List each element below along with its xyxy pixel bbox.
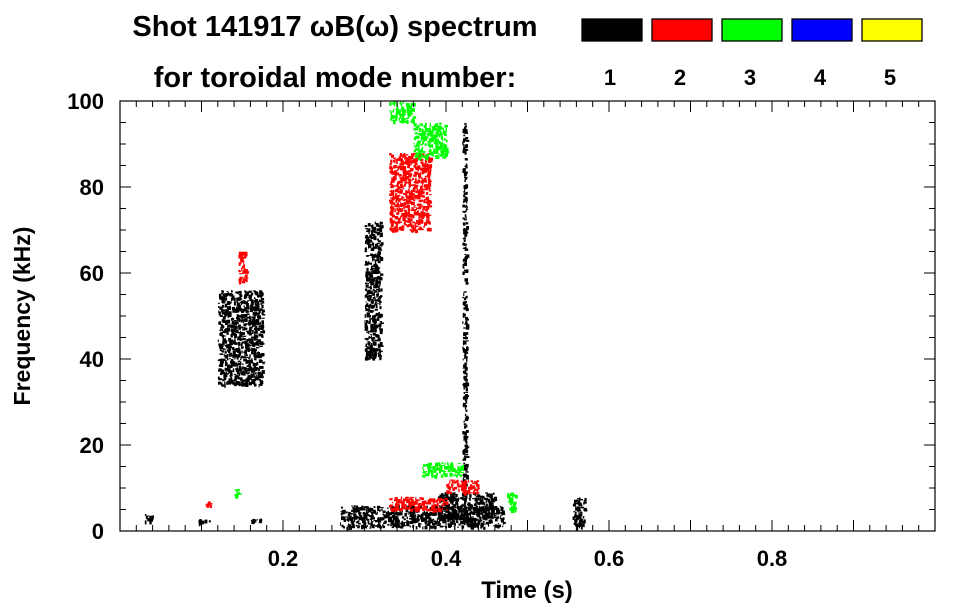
mode-1-region-5 <box>144 514 154 525</box>
legend-swatch-3 <box>721 18 783 42</box>
x-tick-label: 0.8 <box>757 546 788 571</box>
mode-1-region-4 <box>462 123 470 509</box>
legend-label-3: 3 <box>744 65 756 90</box>
legend-swatch-4 <box>791 18 853 42</box>
mode-2-region-3 <box>446 479 480 496</box>
legend-label-5: 5 <box>884 65 896 90</box>
legend: 1 2 3 4 5 <box>581 18 923 90</box>
legend-swatch-1 <box>581 18 643 42</box>
y-tick-label: 0 <box>92 519 104 544</box>
y-tick-label: 60 <box>80 261 104 286</box>
mode-3-region-0 <box>389 101 417 125</box>
legend-swatch-5 <box>861 18 923 42</box>
mode-2-region-0 <box>389 152 434 234</box>
mode-1-region-8 <box>572 497 588 531</box>
mode-1-region-7 <box>250 518 263 525</box>
mode-1-region-1 <box>364 221 384 361</box>
y-tick-label: 20 <box>80 433 104 458</box>
y-tick-label: 80 <box>80 175 104 200</box>
mode-2-region-1 <box>238 251 249 285</box>
mode-3-region-4 <box>234 488 242 499</box>
mode-3-region-2 <box>421 462 464 479</box>
mode-2-region-4 <box>205 501 213 508</box>
x-axis-label: Time (s) <box>481 577 573 604</box>
y-tick-label: 40 <box>80 347 104 372</box>
legend-label-1: 1 <box>604 65 616 90</box>
y-axis: 0 20 40 60 80 100 <box>67 89 935 544</box>
legend-label-4: 4 <box>814 65 827 90</box>
x-tick-label: 0.2 <box>268 546 299 571</box>
legend-label-2: 2 <box>674 65 686 90</box>
x-tick-label: 0.6 <box>594 546 625 571</box>
chart-title: Shot 141917 ωB(ω) spectrum <box>132 11 537 43</box>
y-tick-label: 100 <box>67 89 104 114</box>
legend-swatch-2 <box>651 18 713 42</box>
x-tick-label: 0.4 <box>431 546 462 571</box>
mode-2-region-2 <box>389 496 449 514</box>
x-axis: 0.2 0.4 0.6 0.8 <box>135 101 920 571</box>
mode-1-region-6 <box>198 519 211 527</box>
mode-3-region-1 <box>413 122 449 161</box>
chart-subtitle: for toroidal mode number: <box>154 62 517 94</box>
y-axis-label: Frequency (kHz) <box>9 227 35 406</box>
mode-1-region-0 <box>217 290 266 388</box>
plot-area <box>144 101 588 531</box>
mode-3-region-3 <box>507 492 518 513</box>
